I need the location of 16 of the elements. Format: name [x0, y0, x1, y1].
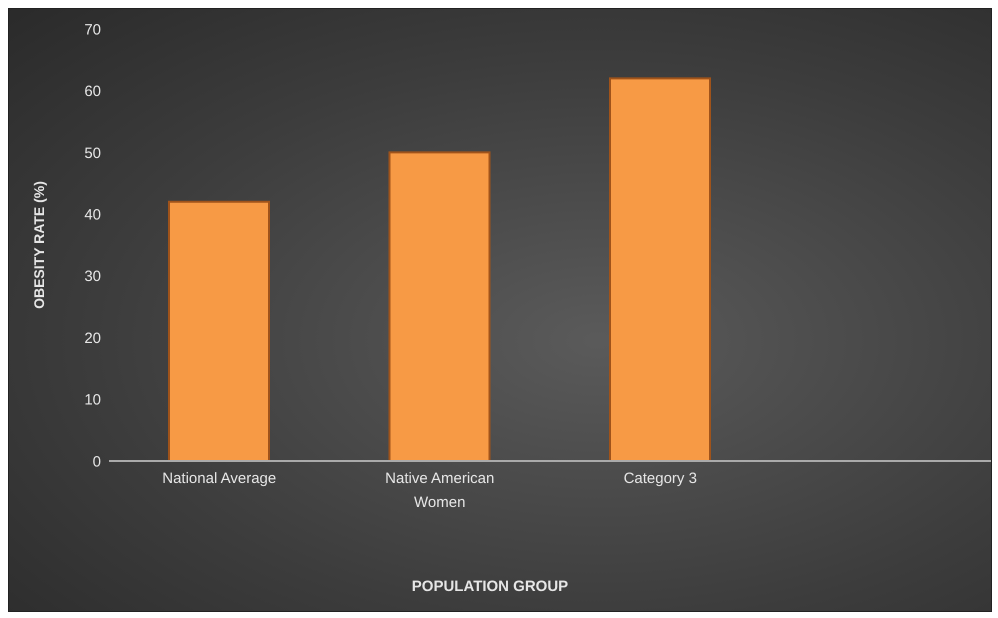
y-tick-label: 40 [84, 206, 101, 224]
y-tick-label: 0 [92, 453, 101, 470]
y-tick-label: 60 [84, 83, 101, 100]
x-tick-label: Native American Women [385, 470, 494, 511]
x-axis-title: POPULATION GROUP [412, 578, 568, 595]
bar [609, 77, 711, 461]
y-tick-label: 20 [84, 330, 101, 347]
x-tick-label: National Average [162, 470, 276, 487]
y-axis-title: OBESITY RATE (%) [30, 181, 47, 309]
y-tick-label: 50 [84, 144, 101, 162]
bar [388, 151, 490, 461]
bar [168, 200, 270, 461]
y-tick-label: 10 [84, 392, 101, 409]
y-tick-label: 70 [84, 21, 101, 38]
x-tick-label: Category 3 [624, 470, 697, 487]
y-tick-label: 30 [84, 268, 101, 286]
